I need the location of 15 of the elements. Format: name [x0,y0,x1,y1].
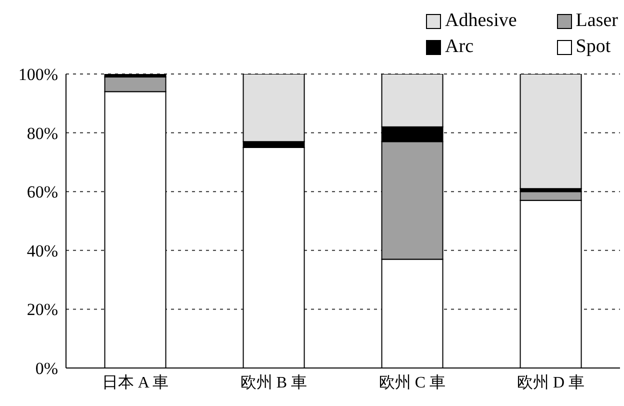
y-tick-label: 40% [26,241,58,260]
legend-label: Spot [576,36,611,58]
legend-label: Arc [445,36,474,58]
bar [520,74,582,190]
y-tick-label: 0% [35,359,58,378]
x-tick-label: 欧州 C 車 [378,373,446,392]
legend-label: Adhesive [445,10,517,32]
x-tick-label: 日本 A 車 [102,373,169,392]
legend-label: Laser [576,10,618,32]
y-tick-label: 100% [18,65,58,84]
x-tick-label: 欧州 B 車 [240,373,308,392]
y-tick-label: 60% [26,182,58,202]
y-tick-label: 80% [26,124,58,143]
y-tick-label: 20% [26,300,58,320]
x-tick-label: 欧州 D 車 [516,373,585,392]
